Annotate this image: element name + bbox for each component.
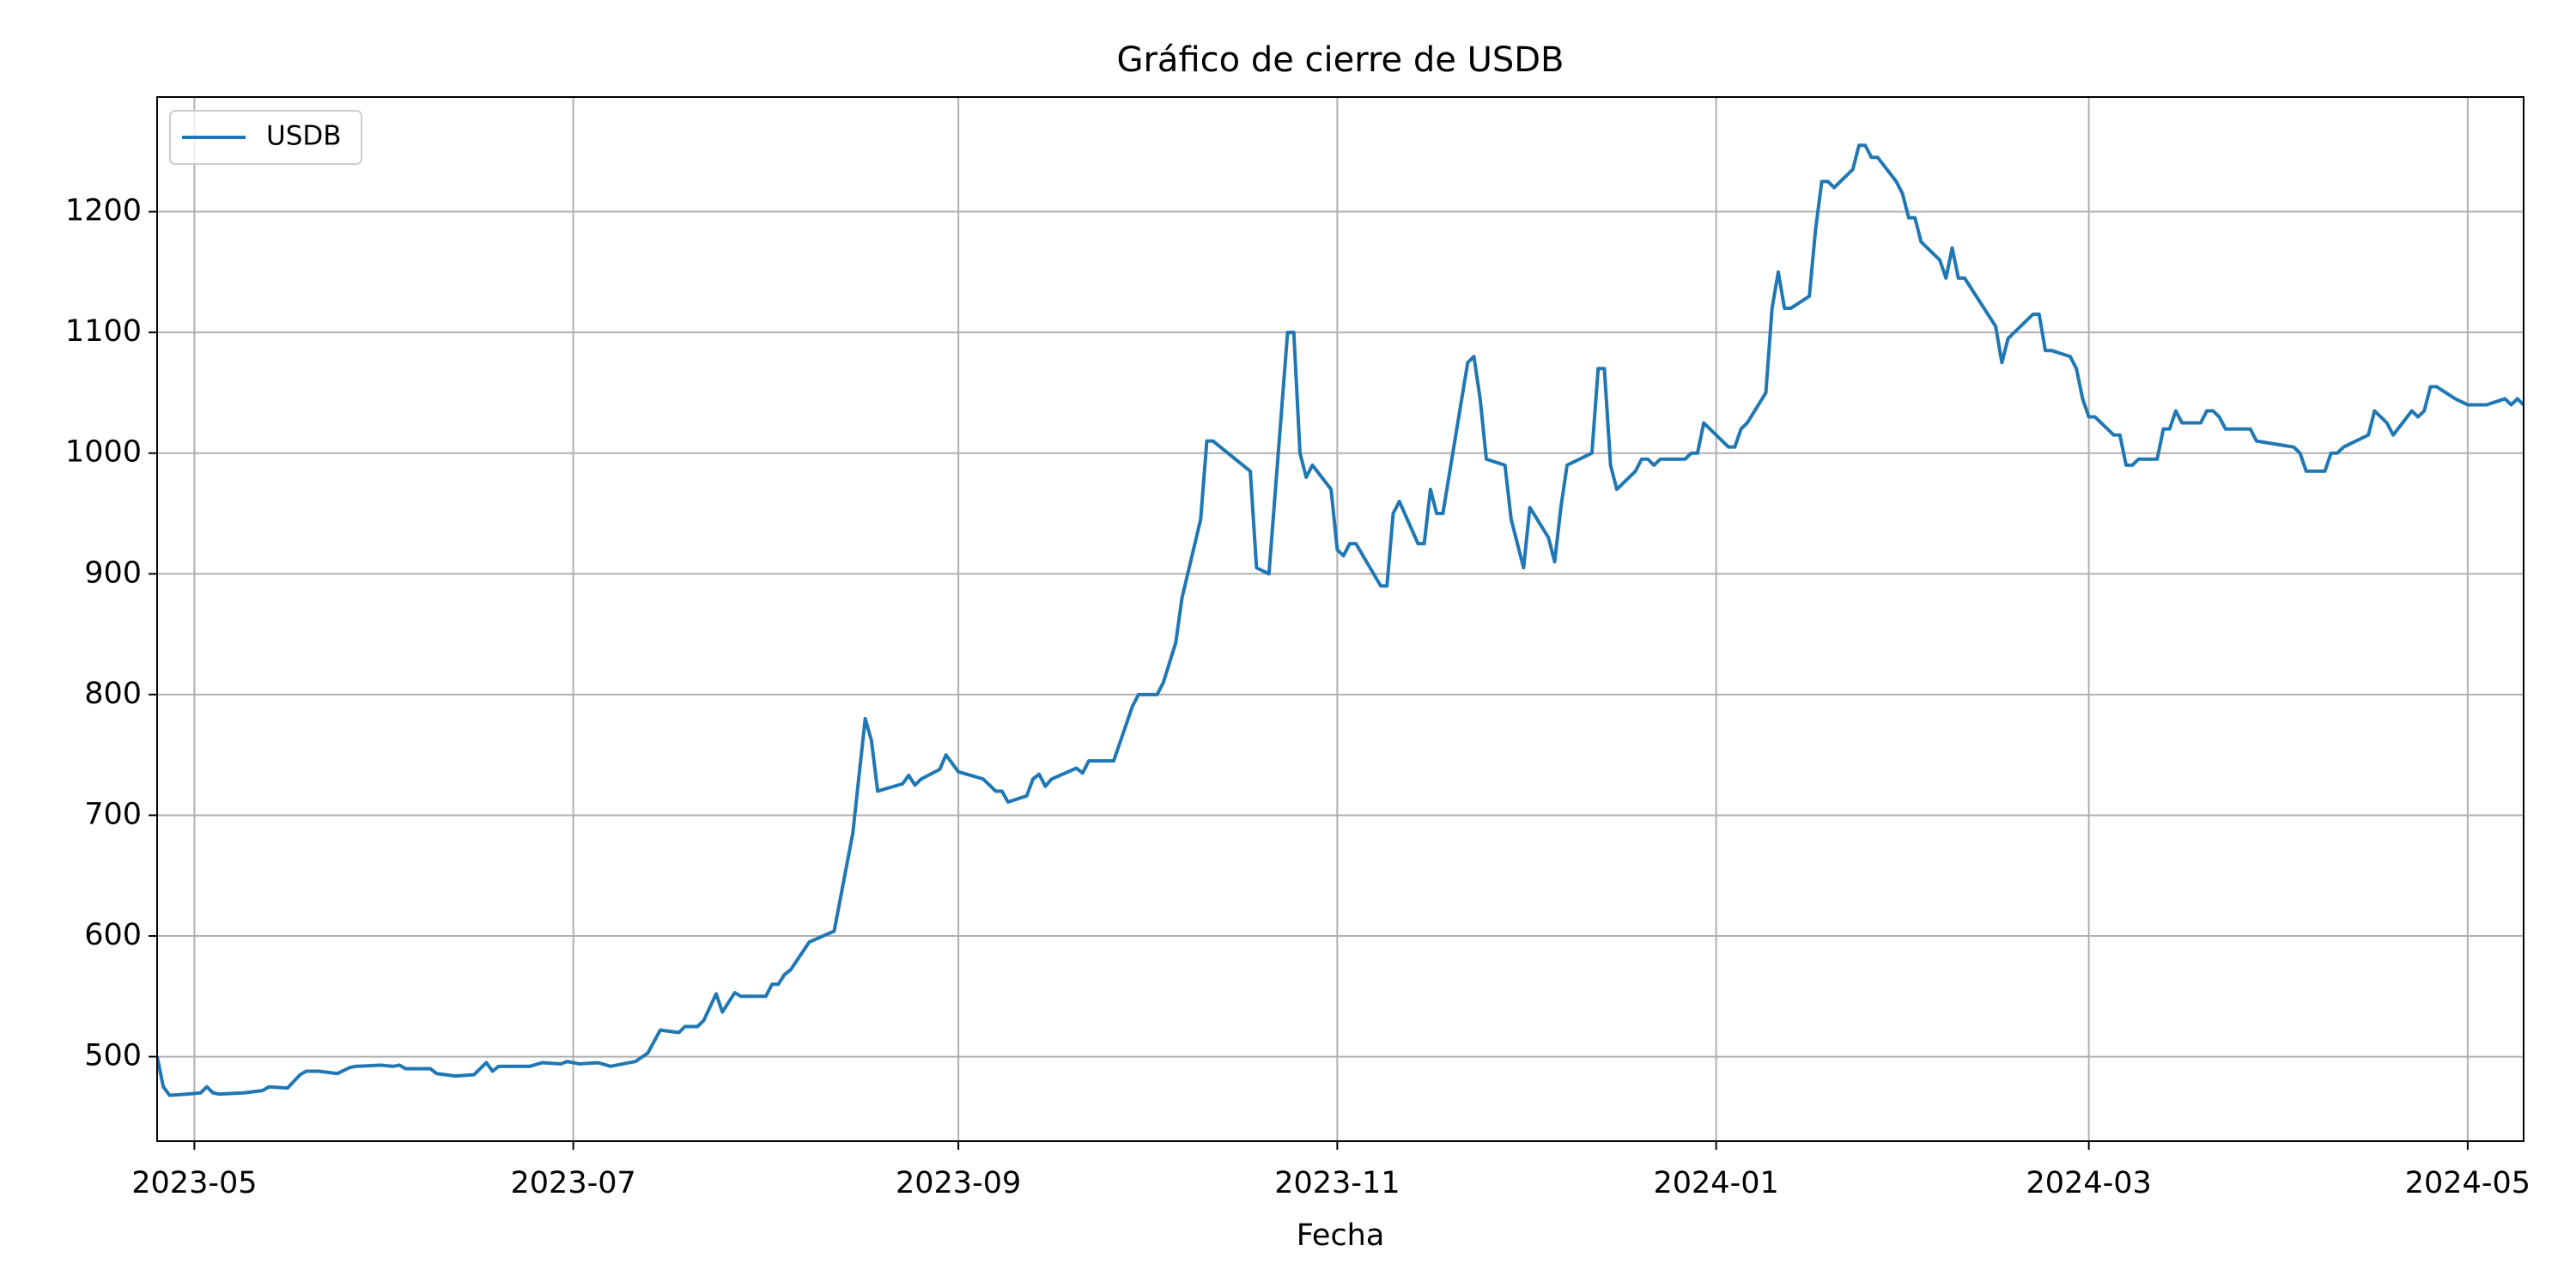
legend-label: USDB — [266, 121, 342, 152]
y-tick-label: 1100 — [65, 314, 142, 349]
x-axis-label: Fecha — [1297, 1218, 1385, 1253]
x-tick-label: 2023-07 — [511, 1166, 636, 1200]
x-tick-label: 2023-11 — [1274, 1166, 1400, 1200]
y-tick-label: 1200 — [65, 194, 142, 228]
y-tick-label: 700 — [84, 797, 142, 831]
legend: USDB — [169, 110, 362, 165]
line-series — [157, 143, 2524, 1097]
x-tick-label: 2023-05 — [131, 1166, 257, 1200]
legend-box — [169, 110, 362, 165]
x-tick-label: 2024-03 — [2026, 1166, 2152, 1200]
x-tick-label: 2024-01 — [1654, 1166, 1779, 1200]
y-tick-label: 500 — [84, 1039, 142, 1073]
y-tick-label: 900 — [84, 556, 142, 590]
y-tick-label: 800 — [84, 677, 142, 711]
plot — [157, 143, 2524, 1097]
chart-title: Gráfico de cierre de USDB — [1116, 40, 1564, 80]
x-tick-label: 2023-09 — [896, 1166, 1021, 1200]
y-tick-label: 1000 — [65, 435, 142, 470]
x-tick-label: 2024-05 — [2405, 1166, 2530, 1200]
y-tick-label: 600 — [84, 918, 142, 952]
grid — [157, 97, 2524, 1141]
plot-frame — [156, 96, 2524, 1142]
